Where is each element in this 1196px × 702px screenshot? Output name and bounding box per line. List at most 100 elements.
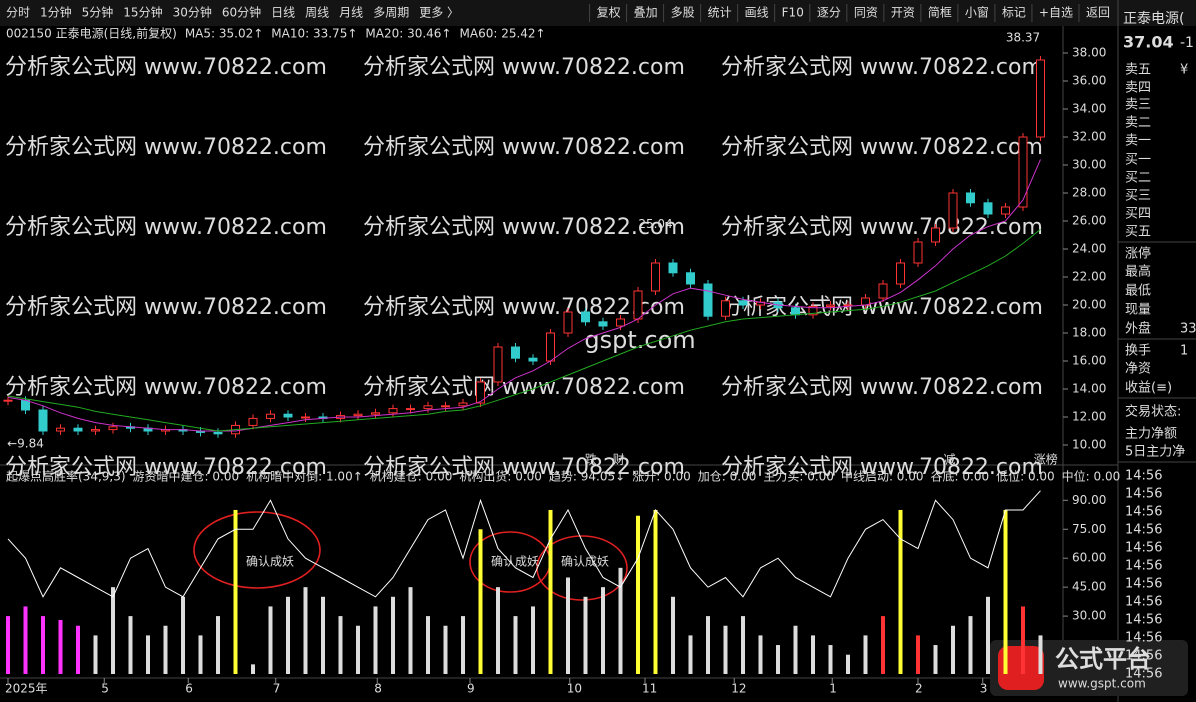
candle xyxy=(826,304,835,307)
signal-marker: 财 xyxy=(613,453,625,467)
x-tick-label: 5 xyxy=(101,682,109,696)
indicator-bar xyxy=(583,596,588,674)
indicator-bar xyxy=(23,606,28,674)
toolbar-tab[interactable]: 月线 xyxy=(339,6,363,20)
ma-line xyxy=(7,229,1041,432)
indicator-info: 涨升: 0.00 xyxy=(632,469,691,484)
indicator-bar xyxy=(898,509,903,674)
indicator-bar xyxy=(601,587,605,674)
indicator-bar xyxy=(391,596,395,674)
watermark: 分析家公式网 www.70822.com xyxy=(5,455,327,480)
toolbar-tab[interactable]: 1分钟 xyxy=(40,5,72,20)
info-item: MA10: 33.75↑ xyxy=(271,27,357,41)
x-tick-label: 12 xyxy=(731,682,746,696)
indicator-bar xyxy=(706,616,710,674)
toolbar-button[interactable]: 返回 xyxy=(1086,6,1110,20)
candle xyxy=(493,346,503,383)
indicator-bar xyxy=(496,587,500,674)
indicator-bar xyxy=(951,625,955,674)
indicator-bar xyxy=(58,619,63,674)
indicator-bar xyxy=(478,529,483,674)
candle xyxy=(371,412,380,415)
candle xyxy=(651,262,660,292)
toolbar-button[interactable]: 开资 xyxy=(891,6,915,20)
toolbar-tab[interactable]: 多周期 xyxy=(373,6,409,20)
toolbar-button[interactable]: 统计 xyxy=(708,6,732,20)
toolbar-button[interactable]: 逐分 xyxy=(817,6,841,20)
indicator-bar xyxy=(338,616,343,674)
indicator-line xyxy=(7,490,1041,598)
watermark: 分析家公式网 www.70822.com xyxy=(5,135,327,160)
indicator-bar xyxy=(513,616,518,674)
candle xyxy=(108,426,118,431)
indicator-bar xyxy=(933,645,938,674)
panel-label: 卖二 xyxy=(1125,116,1151,131)
info-item: 002150 正泰电源(日线,前复权) xyxy=(6,26,177,41)
toolbar-tab[interactable]: 5分钟 xyxy=(82,5,114,20)
toolbar-button[interactable]: 叠加 xyxy=(634,6,658,20)
indicator-info: 机构出货: 0.00 xyxy=(459,469,542,484)
candle xyxy=(1018,136,1028,208)
candle xyxy=(791,307,800,316)
toolbar-button[interactable]: 复权 xyxy=(597,6,621,20)
y-tick-label: 12.00 xyxy=(1072,410,1106,424)
candle xyxy=(581,311,590,323)
x-tick-label: 10 xyxy=(567,682,582,696)
candle xyxy=(703,283,713,317)
candle xyxy=(896,262,905,285)
toolbar-tab[interactable]: 周线 xyxy=(305,6,329,20)
toolbar-button[interactable]: 简框 xyxy=(928,6,952,20)
candle xyxy=(983,202,993,215)
stock-name: 正泰电源( xyxy=(1123,11,1184,27)
time-row: 14:56 xyxy=(1125,613,1162,628)
indicator-bar xyxy=(688,635,693,674)
panel-label: 现量 xyxy=(1125,303,1151,318)
candle xyxy=(91,429,100,432)
indicator-bar xyxy=(863,635,868,674)
y-tick-label: 38.00 xyxy=(1072,46,1106,60)
candle xyxy=(931,227,940,243)
indicator-info: 机构暗中对倒: 1.00↑ xyxy=(246,469,363,484)
indicator-bar xyxy=(968,616,973,674)
y-tick-label: 34.00 xyxy=(1072,102,1106,116)
toolbar-tab[interactable]: 60分钟 xyxy=(222,5,261,20)
panel-label: 买五 xyxy=(1125,225,1151,240)
watermark: 分析家公式网 www.70822.com xyxy=(721,55,1043,80)
toolbar-button[interactable]: 同资 xyxy=(854,6,878,20)
toolbar-button[interactable]: 画线 xyxy=(745,6,769,20)
indicator-info: 加仓: 0.00 xyxy=(698,470,757,484)
stock-change: -1 xyxy=(1180,35,1194,51)
toolbar-button[interactable]: 多股 xyxy=(671,6,695,20)
indicator-bar xyxy=(216,616,220,674)
candle xyxy=(248,417,258,426)
panel-label: 涨停 xyxy=(1125,246,1151,262)
y-tick-label: 36.00 xyxy=(1072,74,1106,88)
indicator-bar xyxy=(93,635,98,674)
indicator-bar xyxy=(846,654,850,674)
watermark: 分析家公式网 www.70822.com xyxy=(363,295,685,320)
toolbar-tab[interactable]: 更多 〉 xyxy=(419,6,459,20)
toolbar-tab[interactable]: 日线 xyxy=(271,6,295,20)
watermark: 分析家公式网 www.70822.com xyxy=(721,375,1043,400)
toolbar-tab[interactable]: 15分钟 xyxy=(123,5,162,20)
indicator-bar xyxy=(986,596,990,674)
toolbar-button[interactable]: +自选 xyxy=(1039,6,1073,20)
watermark: 分析家公式网 www.70822.com xyxy=(363,55,685,80)
time-row: 14:56 xyxy=(1125,469,1162,484)
toolbar-button[interactable]: F10 xyxy=(782,6,804,20)
toolbar-tab[interactable]: 30分钟 xyxy=(173,5,212,20)
panel-label: 外盘 xyxy=(1125,321,1151,337)
candle xyxy=(528,357,538,362)
toolbar-button[interactable]: 小窗 xyxy=(965,6,989,20)
panel-label: 5日主力净 xyxy=(1125,445,1185,460)
toolbar-button[interactable]: 标记 xyxy=(1002,6,1026,20)
indicator-bar xyxy=(1021,606,1025,674)
x-tick-label: 11 xyxy=(642,682,657,696)
time-row: 14:56 xyxy=(1125,649,1162,664)
toolbar-tab[interactable]: 分时 xyxy=(6,6,30,20)
panel-label: 卖三 xyxy=(1125,98,1151,113)
y-tick-label: 16.00 xyxy=(1072,354,1106,368)
candle xyxy=(913,241,923,264)
